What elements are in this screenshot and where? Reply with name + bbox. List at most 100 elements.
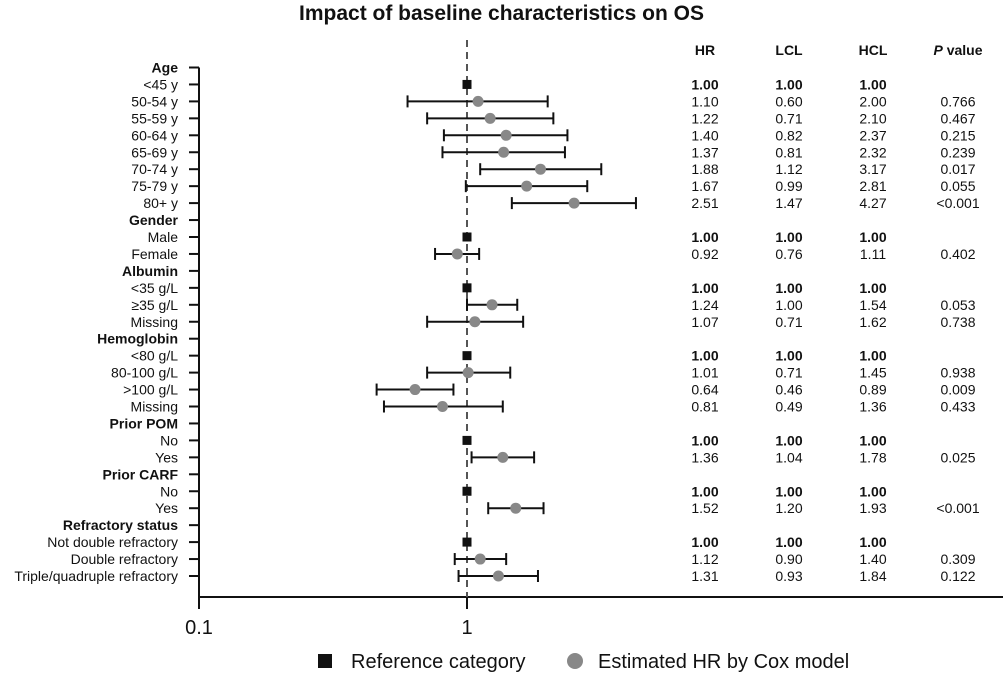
legend-reference-label: Reference category [351,651,526,673]
lcl-value: 0.93 [775,568,802,584]
lcl-value: 0.81 [775,144,802,160]
lcl-value: 1.47 [775,195,802,211]
hr-estimate-point [492,570,504,582]
group-header-label: Refractory status [63,517,178,533]
reference-marker [462,232,472,242]
x-tick-label: 0.1 [185,617,213,639]
group-header-label: Prior CARF [103,466,179,482]
hr-value: 1.00 [691,229,718,245]
hr-estimate-point [500,129,512,141]
x-tick-label: 1 [461,617,472,639]
hr-value: 1.88 [691,161,718,177]
lcl-value: 1.12 [775,161,802,177]
lcl-value: 1.00 [775,280,802,296]
hcl-value: 1.00 [859,229,886,245]
p-value: 0.309 [940,551,975,567]
lcl-value: 0.76 [775,246,802,262]
lcl-value: 1.20 [775,500,802,516]
row-label: Female [131,246,178,262]
p-value: <0.001 [936,500,979,516]
hcl-value: 2.10 [859,110,886,126]
hr-value: 1.00 [691,280,718,296]
hr-estimate-point [484,112,496,124]
row-label: 65-69 y [131,144,178,160]
hcl-value: 2.32 [859,144,886,160]
reference-marker [462,537,472,547]
lcl-value: 1.00 [775,534,802,550]
p-value: 0.053 [940,297,975,313]
reference-marker [462,79,472,89]
legend-estimate-marker [567,653,583,669]
hr-value: 0.81 [691,399,718,415]
lcl-value: 0.46 [775,382,802,398]
legend-reference-marker [318,654,332,668]
lcl-value: 1.00 [775,348,802,364]
row-label: Missing [131,399,178,415]
p-value: 0.017 [940,161,975,177]
row-label: 70-74 y [131,161,178,177]
hcl-value: 1.11 [860,246,886,262]
lcl-value: 0.49 [775,399,802,415]
hr-value: 1.00 [691,534,718,550]
row-label: 80-100 g/L [111,365,178,381]
row-label: Not double refractory [47,534,178,550]
column-header-hcl: HCL [859,42,888,58]
hr-estimate-point [409,384,421,396]
column-header-hr: HR [695,42,715,58]
p-value: 0.738 [940,314,975,330]
hr-estimate-point [568,197,580,209]
hr-value: 2.51 [691,195,718,211]
reference-marker [462,283,472,293]
lcl-value: 0.60 [775,93,802,109]
hr-estimate-point [436,401,448,412]
hcl-value: 1.62 [859,314,886,330]
hcl-value: 1.00 [859,280,886,296]
row-label: <80 g/L [131,348,178,364]
hcl-value: 2.37 [859,127,886,143]
lcl-value: 1.00 [775,229,802,245]
column-header-lcl: LCL [775,42,803,58]
hr-estimate-point [462,367,474,379]
p-value: 0.025 [940,449,975,465]
hcl-value: 4.27 [859,195,886,211]
reference-marker [462,435,472,445]
hr-estimate-point [498,146,510,158]
hcl-value: 1.00 [859,76,886,92]
hcl-value: 1.00 [859,348,886,364]
hr-value: 1.52 [691,500,718,516]
row-label: No [160,432,178,448]
column-header-p-value: P value [933,42,982,58]
hr-estimate-point [469,316,481,328]
p-value: <0.001 [936,195,979,211]
hcl-value: 1.00 [859,534,886,550]
hr-estimate-point [486,299,498,311]
hr-estimate-point [534,163,546,175]
hr-value: 1.37 [691,144,718,160]
hcl-value: 1.78 [859,449,886,465]
lcl-value: 1.04 [775,449,802,465]
hr-value: 1.00 [691,483,718,499]
row-label: 50-54 y [131,93,178,109]
hr-estimate-point [497,451,509,463]
row-label: 75-79 y [131,178,178,194]
row-label: 55-59 y [131,110,178,126]
legend-estimate-label: Estimated HR by Cox model [598,651,849,673]
hr-value: 1.00 [691,348,718,364]
hr-value: 1.31 [691,568,718,584]
hcl-value: 1.00 [859,483,886,499]
row-label: Yes [155,449,178,465]
row-label: 60-64 y [131,127,178,143]
lcl-value: 0.99 [775,178,802,194]
hr-estimate-point [510,502,522,514]
hcl-value: 1.45 [859,365,886,381]
row-label: No [160,483,178,499]
row-label: Missing [131,314,178,330]
row-label: Male [148,229,179,245]
p-value: 0.239 [940,144,975,160]
group-header-label: Prior POM [110,415,178,431]
hr-value: 1.22 [691,110,718,126]
lcl-value: 0.82 [775,127,802,143]
hr-value: 1.67 [691,178,718,194]
reference-marker [462,351,472,361]
